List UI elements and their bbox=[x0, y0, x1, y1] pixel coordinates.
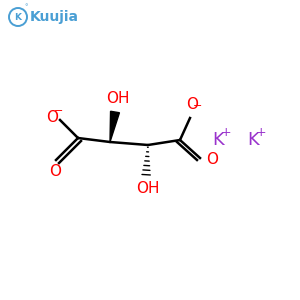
Text: K: K bbox=[247, 131, 259, 149]
Polygon shape bbox=[110, 111, 119, 142]
Text: −: − bbox=[54, 106, 64, 116]
Text: O: O bbox=[186, 97, 198, 112]
Text: °: ° bbox=[24, 4, 28, 10]
Text: +: + bbox=[256, 127, 266, 140]
Text: +: + bbox=[221, 127, 231, 140]
Text: K: K bbox=[14, 13, 22, 22]
Text: K: K bbox=[212, 131, 224, 149]
Text: O: O bbox=[206, 152, 218, 167]
Text: OH: OH bbox=[106, 91, 130, 106]
Text: O: O bbox=[49, 164, 61, 179]
Text: Kuujia: Kuujia bbox=[30, 10, 79, 24]
Text: −: − bbox=[193, 101, 203, 111]
Text: O: O bbox=[46, 110, 58, 125]
Text: OH: OH bbox=[136, 181, 160, 196]
